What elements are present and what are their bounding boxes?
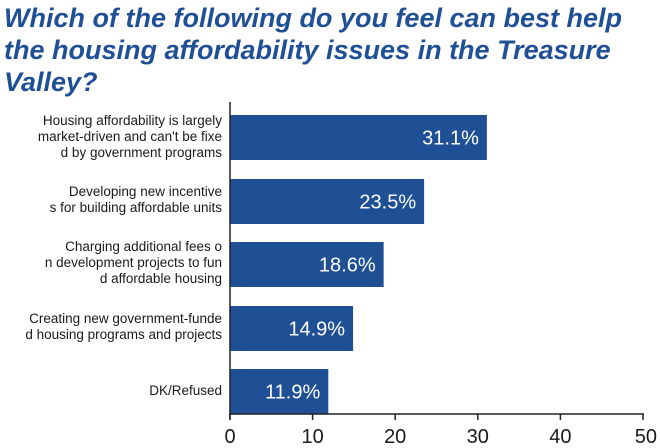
category-label: Developing new incentive s for building …: [49, 184, 222, 215]
x-tick-label: 0: [224, 426, 235, 448]
x-tick-label: 50: [635, 426, 657, 448]
bar-value-label: 14.9%: [288, 319, 345, 341]
bar: [230, 306, 354, 351]
bar: [230, 242, 384, 287]
bar-value-label: 31.1%: [422, 128, 479, 150]
bar-value-label: 11.9%: [265, 382, 320, 404]
bar: [230, 369, 329, 414]
x-tick-label: 40: [549, 426, 571, 448]
bar-value-label: 18.6%: [319, 255, 376, 277]
category-label: Charging additional fees o n development…: [44, 239, 222, 286]
bar: [230, 115, 487, 160]
bar: [230, 179, 425, 224]
category-label: Creating new government-funde d housing …: [25, 311, 222, 342]
x-tick-label: 10: [301, 426, 323, 448]
x-tick-label: 20: [384, 426, 406, 448]
chart-title: Which of the following do you feel can b…: [4, 3, 623, 97]
x-tick-label: 30: [467, 426, 489, 448]
category-label: DK/Refused: [149, 383, 222, 398]
category-label: Housing affordability is largely market-…: [37, 113, 222, 160]
bar-value-label: 23.5%: [359, 192, 416, 214]
